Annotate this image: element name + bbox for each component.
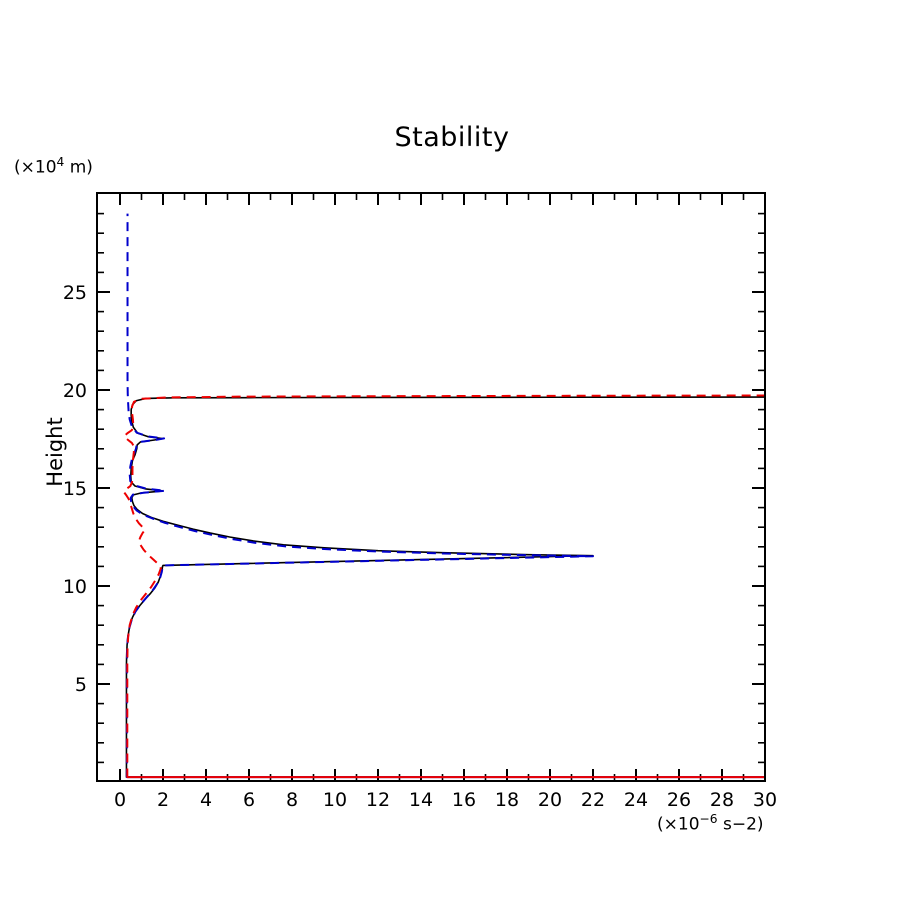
x-tick-label: 14 — [409, 789, 433, 811]
data-series-group — [122, 213, 766, 779]
plot-frame — [96, 192, 766, 782]
x-unit-head: (×10 — [657, 814, 700, 835]
x-tick-label: 22 — [581, 789, 605, 811]
y-tick-label: 15 — [63, 478, 87, 500]
y-unit-exponent: 4 — [56, 155, 65, 169]
y-tick-labels: 5 10 15 20 25 — [63, 282, 87, 696]
minor-tick-marks — [97, 193, 766, 781]
series-line-red-dashed — [122, 394, 766, 779]
x-tick-label: 26 — [667, 789, 691, 811]
y-tick-label: 20 — [63, 380, 87, 402]
page-title: Stability — [394, 122, 510, 153]
x-tick-labels: 0 2 4 6 8 10 12 14 16 18 20 22 24 26 28 30 — [114, 789, 777, 811]
x-tick-label: 28 — [710, 789, 734, 811]
y-tick-label: 10 — [63, 576, 87, 598]
y-axis-unit-label: (×104 m) — [14, 155, 93, 178]
major-tick-marks — [97, 193, 766, 781]
series-line-black-solid — [125, 396, 766, 778]
x-unit-tail: s−2) — [717, 814, 764, 835]
x-tick-label: 16 — [452, 789, 476, 811]
series-line-blue-dashed — [125, 213, 766, 779]
x-tick-label: 12 — [366, 789, 390, 811]
x-tick-label: 0 — [114, 789, 126, 811]
x-unit-exponent: −6 — [699, 812, 718, 826]
x-tick-label: 20 — [538, 789, 562, 811]
y-unit-head: (×10 — [14, 157, 57, 178]
x-tick-label: 6 — [243, 789, 255, 811]
y-tick-label: 5 — [75, 674, 87, 696]
x-tick-label: 2 — [157, 789, 169, 811]
x-tick-label: 10 — [323, 789, 347, 811]
x-tick-label: 24 — [624, 789, 648, 811]
y-tick-label: 25 — [63, 282, 87, 304]
y-unit-tail: m) — [64, 157, 93, 178]
x-axis-unit-label: (×10−6 s−2) — [657, 812, 764, 835]
x-tick-label: 30 — [753, 789, 777, 811]
x-tick-label: 8 — [286, 789, 298, 811]
x-tick-label: 18 — [495, 789, 519, 811]
x-tick-label: 4 — [200, 789, 212, 811]
